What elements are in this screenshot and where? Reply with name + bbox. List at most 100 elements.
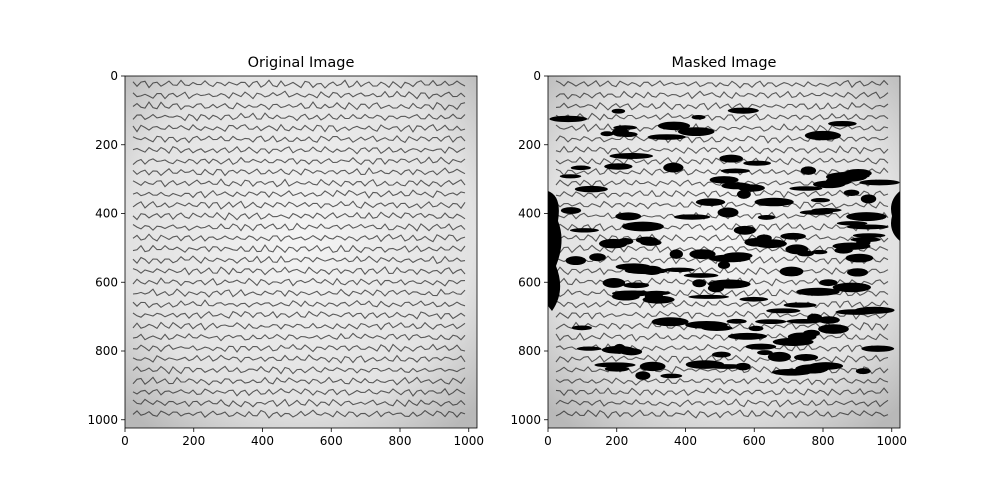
mask-blob <box>623 282 650 289</box>
mask-blob <box>727 107 759 114</box>
mask-blob <box>673 214 711 220</box>
handwriting-line <box>555 101 889 111</box>
mask-blob <box>855 368 871 375</box>
x-tick-label: 1000 <box>876 434 907 448</box>
mask-blob <box>663 267 695 273</box>
handwriting-line <box>555 222 889 232</box>
mask-blob <box>739 296 769 302</box>
mask-blob <box>683 273 719 278</box>
mask-blob <box>779 266 804 277</box>
mask-blob <box>818 316 840 324</box>
mask-blob <box>834 247 853 254</box>
mask-blob <box>688 294 730 299</box>
handwriting-line <box>132 343 466 353</box>
x-tick-label: 400 <box>674 434 697 448</box>
x-tick-label: 600 <box>743 434 766 448</box>
mask-blob <box>859 179 900 186</box>
mask-blob <box>560 207 582 214</box>
mask-blob <box>846 224 889 230</box>
handwriting-line <box>132 101 466 111</box>
mask-blob <box>844 168 872 178</box>
mask-blob <box>602 278 626 288</box>
handwriting-line <box>132 178 466 188</box>
mask-blob <box>794 353 819 361</box>
axes-frame <box>124 75 478 429</box>
y-tick-label: 600 <box>518 275 541 289</box>
mask-blob <box>796 250 815 257</box>
mask-blob <box>604 366 630 372</box>
mask-blob <box>571 325 592 331</box>
mask-blob <box>811 249 828 255</box>
mask-blob <box>641 265 663 275</box>
handwriting-line <box>132 321 466 331</box>
mask-blob <box>766 308 801 314</box>
handwriting-line <box>132 222 466 232</box>
mask-blob <box>635 371 651 380</box>
handwriting-line <box>132 288 466 298</box>
mask-blob <box>691 115 706 120</box>
mask-blob <box>717 261 731 269</box>
mask-blob <box>754 197 794 207</box>
mask-blob <box>743 160 772 166</box>
mask-blob <box>757 350 773 356</box>
mask-blob <box>733 225 757 235</box>
mask-blob <box>594 362 636 368</box>
y-tick-label: 0 <box>110 69 118 83</box>
mask-blob <box>692 279 707 288</box>
axes-frame <box>547 75 901 429</box>
mask-blob <box>569 228 599 233</box>
mask-blob <box>720 168 751 174</box>
handwriting-line <box>132 332 466 342</box>
mask-blob <box>712 351 731 358</box>
mask-blob <box>565 256 587 266</box>
x-tick-label: 600 <box>320 434 343 448</box>
mask-blob <box>757 214 776 220</box>
mask-blob <box>719 154 744 163</box>
handwriting-line <box>555 200 889 210</box>
mask-blob <box>708 279 751 289</box>
mask-blob <box>832 282 872 293</box>
handwriting-line <box>555 377 889 386</box>
mask-blob <box>860 194 877 204</box>
handwriting-line <box>132 211 466 221</box>
mask-blob <box>852 233 886 238</box>
x-tick-label: 800 <box>389 434 412 448</box>
mask-blob <box>669 249 683 259</box>
mask-blob <box>748 325 764 332</box>
y-tick-label: 1000 <box>87 413 118 427</box>
mask-blob <box>611 108 626 114</box>
image <box>125 76 477 428</box>
mask-blob <box>846 212 887 222</box>
mask-blob <box>755 319 787 325</box>
mask-blob <box>651 317 689 327</box>
mask-blob <box>819 279 838 287</box>
x-tick-label: 400 <box>251 434 274 448</box>
y-tick-label: 200 <box>95 138 118 152</box>
mask-blob <box>548 191 562 311</box>
mask-blob <box>660 373 683 379</box>
mask-blob <box>600 131 614 137</box>
y-tick-label: 200 <box>518 138 541 152</box>
handwriting-line <box>555 387 889 397</box>
handwriting-line <box>132 299 466 309</box>
mask-blob <box>570 165 591 171</box>
handwriting-line <box>132 79 466 89</box>
mask-blob <box>677 127 715 137</box>
x-tick-label: 0 <box>121 434 129 448</box>
handwriting-line <box>555 299 889 309</box>
mask-blob <box>828 120 857 127</box>
mask-blob <box>796 287 840 296</box>
mask-blob <box>642 295 675 304</box>
x-tick-label: 0 <box>544 434 552 448</box>
handwriting-line <box>132 167 466 177</box>
mask-blob <box>615 212 642 221</box>
y-tick-label: 400 <box>95 207 118 221</box>
mask-blob <box>845 253 874 263</box>
axes-title: Masked Image <box>672 55 777 71</box>
mask-blob <box>810 198 831 203</box>
mask-blob <box>639 361 666 372</box>
handwriting-line <box>132 189 466 199</box>
handwriting-line <box>555 332 889 342</box>
mask-blob <box>847 268 869 277</box>
handwriting-line <box>132 409 466 419</box>
